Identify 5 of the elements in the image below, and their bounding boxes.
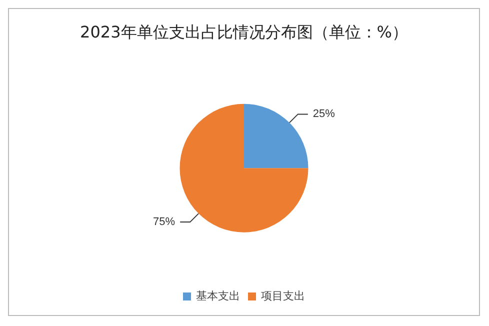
legend-label: 项目支出 <box>261 290 305 302</box>
legend-label: 基本支出 <box>196 290 240 302</box>
data-label: 75% <box>153 216 176 228</box>
chart-title: 2023年单位支出占比情况分布图（单位：%） <box>80 22 408 42</box>
data-label: 25% <box>312 108 336 120</box>
